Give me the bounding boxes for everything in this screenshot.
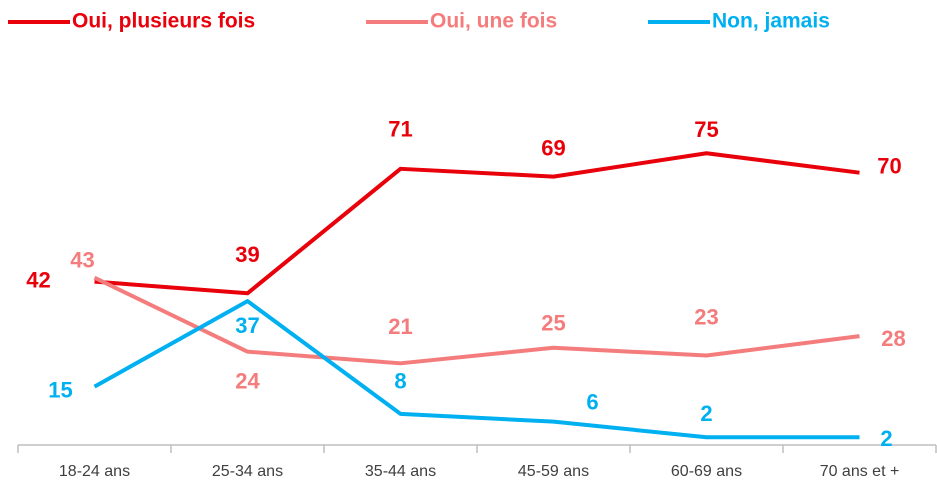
data-label: 71	[388, 117, 412, 142]
data-label: 43	[70, 248, 94, 273]
data-label: 75	[694, 117, 718, 142]
x-tick-label: 70 ans et +	[820, 463, 900, 480]
series-line	[94, 151, 860, 296]
x-tick-label: 60-69 ans	[671, 463, 742, 480]
data-label: 25	[541, 311, 565, 336]
x-tick-label: 45-59 ans	[518, 463, 589, 480]
data-label: 15	[48, 377, 72, 402]
data-label: 69	[541, 135, 565, 160]
legend-label: Oui, une fois	[430, 10, 557, 33]
data-label: 2	[880, 426, 892, 451]
legend-label: Non, jamais	[712, 10, 830, 33]
data-label: 39	[235, 242, 259, 267]
x-tick-label: 25-34 ans	[212, 463, 283, 480]
data-label: 23	[694, 304, 718, 329]
data-label: 2	[700, 401, 712, 426]
data-label: 37	[235, 313, 259, 338]
data-label: 28	[881, 326, 905, 351]
data-label: 24	[235, 368, 260, 393]
series-line	[93, 275, 860, 366]
legend-label: Oui, plusieurs fois	[72, 10, 255, 33]
data-label: 70	[877, 154, 901, 179]
data-label: 42	[26, 267, 50, 292]
data-label: 6	[586, 389, 598, 414]
data-label: 8	[394, 369, 406, 394]
data-label: 21	[388, 314, 412, 339]
x-tick-label: 18-24 ans	[59, 463, 130, 480]
series-line	[93, 299, 860, 440]
x-tick-label: 35-44 ans	[365, 463, 436, 480]
